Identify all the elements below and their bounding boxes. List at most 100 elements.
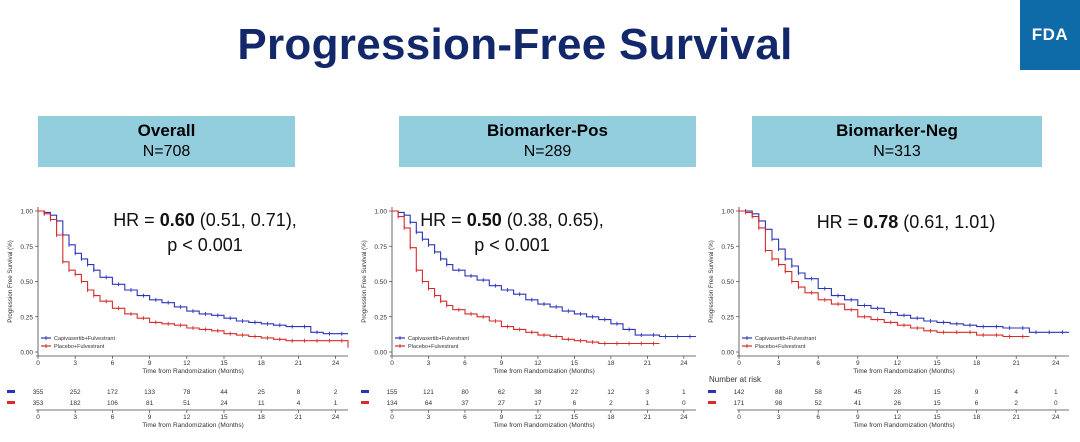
risk-count: 3 <box>646 389 650 396</box>
x-tick-label: 0 <box>36 360 40 367</box>
risk-count: 1 <box>682 389 686 396</box>
x-axis-label: Time from Randomization (Months) <box>142 368 244 375</box>
risk-table-title: Number at risk <box>709 375 762 384</box>
y-tick-label: 0.00 <box>374 350 387 357</box>
risk-x-tick-label: 21 <box>644 414 652 421</box>
x-tick-label: 0 <box>737 360 741 367</box>
risk-count: 22 <box>571 389 579 396</box>
risk-count: 27 <box>498 400 506 407</box>
legend-label: Placebo+Fulvestrant <box>54 344 105 350</box>
risk-x-tick-label: 3 <box>73 414 77 421</box>
risk-x-tick-label: 18 <box>607 414 615 421</box>
hr-value: 0.60 <box>160 210 195 230</box>
y-tick-label: 0.25 <box>20 314 33 321</box>
risk-count: 252 <box>70 389 81 396</box>
risk-row-swatch <box>7 390 15 393</box>
km-curve-treatment <box>392 210 696 338</box>
x-axis-label: Time from Randomization (Months) <box>853 368 955 375</box>
risk-x-tick-label: 21 <box>1013 414 1021 421</box>
risk-count: 15 <box>933 400 941 407</box>
risk-x-tick-label: 15 <box>220 414 228 421</box>
y-tick-label: 0.00 <box>721 350 734 357</box>
risk-count: 17 <box>534 400 542 407</box>
risk-count: 37 <box>461 400 469 407</box>
hr-value: 0.78 <box>863 212 898 232</box>
x-tick-label: 0 <box>390 360 394 367</box>
risk-count: 4 <box>297 400 301 407</box>
risk-x-tick-label: 15 <box>933 414 941 421</box>
x-tick-label: 15 <box>220 360 228 367</box>
legend-label: Capivasertib+Fulvestrant <box>408 336 469 342</box>
x-tick-label: 21 <box>644 360 652 367</box>
risk-x-tick-label: 24 <box>680 414 688 421</box>
risk-count: 106 <box>107 400 118 407</box>
x-tick-label: 9 <box>148 360 152 367</box>
x-tick-label: 3 <box>427 360 431 367</box>
y-tick-label: 0.25 <box>374 314 387 321</box>
risk-count: 8 <box>297 389 301 396</box>
panel-name: Biomarker-Pos <box>487 121 608 140</box>
risk-x-tick-label: 6 <box>463 414 467 421</box>
y-tick-label: 0.50 <box>20 279 33 286</box>
hr-prefix: HR = <box>113 210 160 230</box>
risk-x-tick-label: 0 <box>737 414 741 421</box>
risk-count: 355 <box>33 389 44 396</box>
risk-count: 38 <box>534 389 542 396</box>
hr-ci: (0.51, 0.71), <box>195 210 297 230</box>
risk-count: 25 <box>258 389 266 396</box>
risk-x-axis-label: Time from Randomization (Months) <box>493 422 595 429</box>
risk-count: 1 <box>646 400 650 407</box>
risk-count: 1 <box>334 400 338 407</box>
risk-count: 6 <box>573 400 577 407</box>
x-tick-label: 24 <box>1052 360 1060 367</box>
risk-count: 353 <box>33 400 44 407</box>
x-tick-label: 21 <box>295 360 303 367</box>
risk-count: 133 <box>144 389 155 396</box>
risk-x-tick-label: 6 <box>816 414 820 421</box>
risk-count: 15 <box>933 389 941 396</box>
risk-x-tick-label: 18 <box>258 414 266 421</box>
risk-count: 62 <box>498 389 506 396</box>
risk-count: 2 <box>1014 400 1018 407</box>
risk-x-tick-label: 24 <box>332 414 340 421</box>
risk-x-tick-label: 0 <box>36 414 40 421</box>
risk-count: 2 <box>609 400 613 407</box>
risk-row-swatch <box>708 401 716 404</box>
risk-count: 1 <box>1054 389 1058 396</box>
risk-count: 41 <box>854 400 862 407</box>
risk-row-swatch <box>7 401 15 404</box>
risk-row-swatch <box>361 401 369 404</box>
hr-ci: (0.61, 1.01) <box>898 212 995 232</box>
p-value-text: p < 0.001 <box>474 235 550 255</box>
y-axis-label: Progression Free Survival (%) <box>708 240 715 323</box>
risk-count: 44 <box>220 389 228 396</box>
p-value-text: p < 0.001 <box>167 235 243 255</box>
hr-prefix: HR = <box>817 212 864 232</box>
legend-label: Placebo+Fulvestrant <box>408 344 459 350</box>
y-tick-label: 1.00 <box>374 209 387 216</box>
panel-header-biomarker-pos: Biomarker-Pos N=289 <box>399 116 696 167</box>
risk-count: 78 <box>183 389 191 396</box>
risk-count: 0 <box>1054 400 1058 407</box>
risk-x-tick-label: 18 <box>973 414 981 421</box>
hr-text: HR = 0.50 (0.38, 0.65), <box>420 210 604 230</box>
risk-count: 28 <box>894 389 902 396</box>
panel-header-biomarker-neg: Biomarker-Neg N=313 <box>752 116 1042 167</box>
risk-count: 64 <box>425 400 433 407</box>
risk-x-tick-label: 21 <box>295 414 303 421</box>
x-tick-label: 18 <box>973 360 981 367</box>
slide-title: Progression-Free Survival <box>237 20 793 69</box>
x-tick-label: 3 <box>73 360 77 367</box>
risk-count: 58 <box>815 389 823 396</box>
panel-n: N=708 <box>142 143 191 160</box>
y-tick-label: 0.00 <box>20 350 33 357</box>
risk-count: 4 <box>1014 389 1018 396</box>
risk-count: 24 <box>220 400 228 407</box>
y-tick-label: 1.00 <box>721 209 734 216</box>
legend-label: Capivasertib+Fulvestrant <box>755 336 816 342</box>
risk-x-tick-label: 12 <box>534 414 542 421</box>
x-tick-label: 15 <box>571 360 579 367</box>
panel-n: N=313 <box>873 143 921 160</box>
